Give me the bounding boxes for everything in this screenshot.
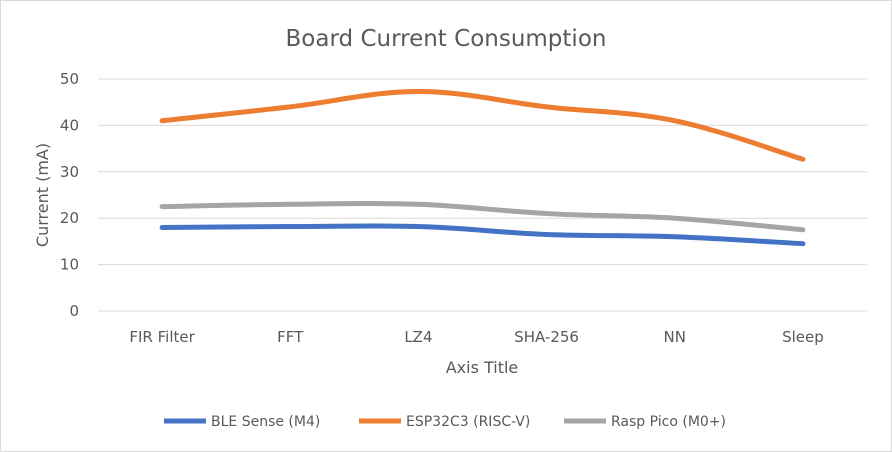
x-tick-label: SHA-256	[514, 328, 579, 346]
legend-label-3: Rasp Pico (M0+)	[611, 414, 726, 430]
series-line-1	[159, 223, 806, 247]
x-tick-label: FFT	[277, 328, 304, 346]
chart-title: Board Current Consumption	[286, 26, 607, 52]
y-tick-label: 10	[60, 256, 79, 274]
legend: BLE Sense (M4) ESP32C3 (RISC-V) Rasp Pico …	[164, 414, 726, 430]
y-tick-labels: 0 10 20 30 40 50	[60, 70, 79, 320]
series-line-2	[159, 89, 806, 162]
x-tick-label: Sleep	[782, 328, 824, 346]
x-tick-label: NN	[664, 328, 686, 346]
x-tick-label: FIR Filter	[129, 328, 195, 346]
y-tick-label: 50	[60, 70, 79, 88]
y-tick-label: 20	[60, 209, 79, 227]
series-lines	[159, 89, 806, 247]
x-tick-labels: FIR Filter FFT LZ4 SHA-256 NN Sleep	[129, 328, 823, 346]
legend-label-2: ESP32C3 (RISC-V)	[406, 414, 530, 430]
gridlines	[98, 78, 867, 312]
x-axis-title: Axis Title	[446, 358, 519, 377]
x-tick-label: LZ4	[404, 328, 432, 346]
y-tick-label: 0	[69, 302, 79, 320]
y-tick-label: 30	[60, 163, 79, 181]
series-line-3	[159, 200, 806, 233]
legend-label-1: BLE Sense (M4)	[211, 414, 320, 430]
y-axis-title: Current (mA)	[33, 143, 52, 247]
y-tick-label: 40	[60, 116, 79, 134]
